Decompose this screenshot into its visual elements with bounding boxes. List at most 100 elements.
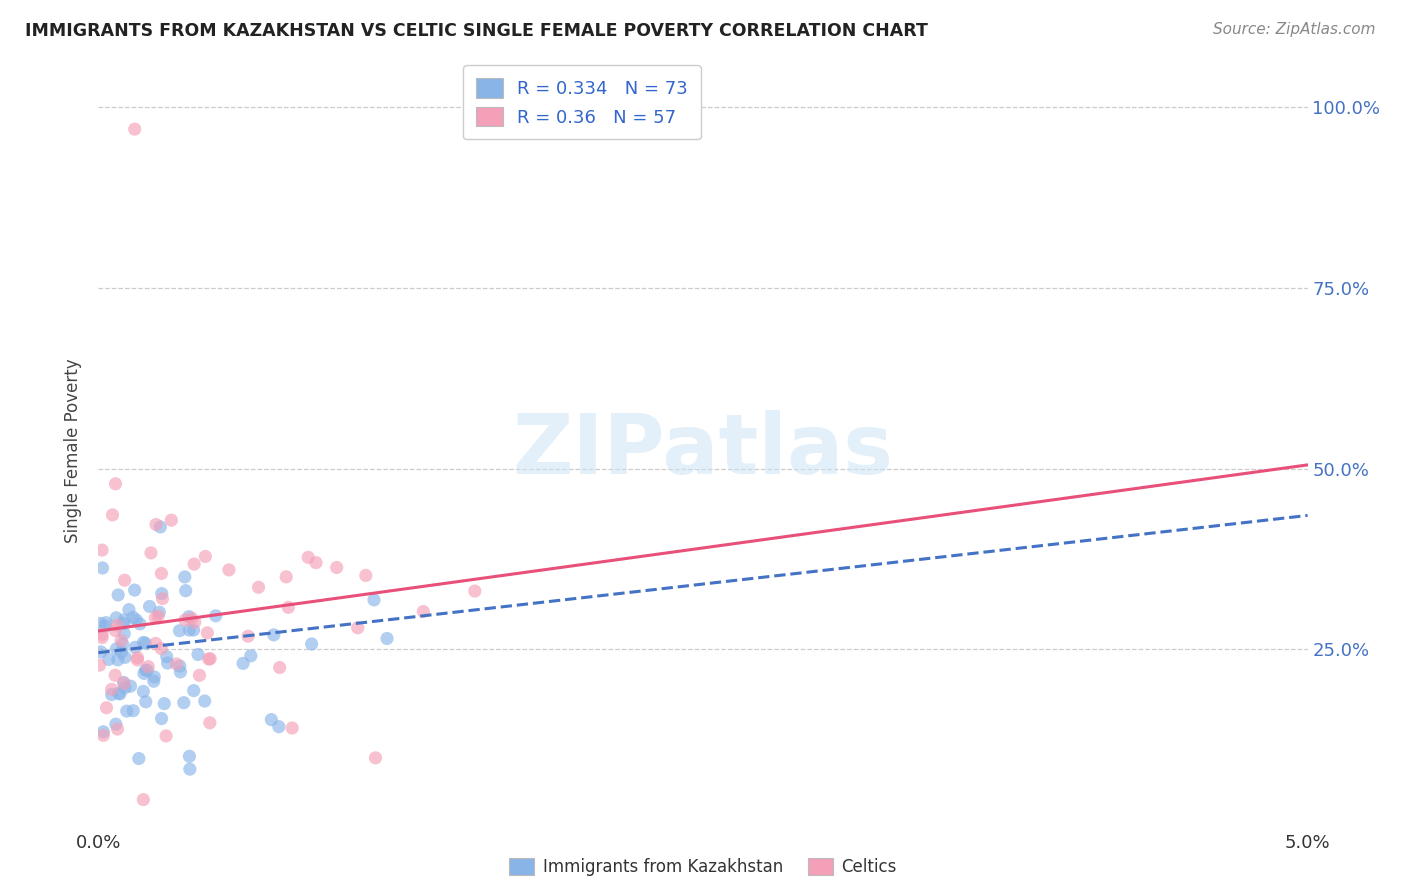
- Point: [197, 652, 219, 666]
- Point: [114, 650, 136, 665]
- Point: [297, 550, 319, 565]
- Point: [96, 700, 118, 714]
- Point: [179, 749, 201, 764]
- Point: [152, 591, 174, 606]
- Point: [204, 608, 226, 623]
- Point: [132, 635, 155, 649]
- Point: [100, 688, 122, 702]
- Point: [91, 631, 114, 645]
- Point: [143, 670, 166, 684]
- Point: [139, 546, 162, 560]
- Point: [375, 632, 398, 646]
- Point: [236, 629, 259, 643]
- Point: [124, 122, 146, 136]
- Point: [122, 610, 145, 624]
- Point: [179, 623, 201, 637]
- Point: [89, 658, 111, 673]
- Point: [188, 668, 211, 682]
- Point: [107, 653, 129, 667]
- Point: [184, 615, 207, 630]
- Point: [107, 722, 129, 736]
- Point: [180, 611, 202, 625]
- Point: [179, 762, 201, 776]
- Point: [195, 625, 218, 640]
- Point: [464, 584, 486, 599]
- Point: [105, 618, 128, 632]
- Point: [169, 659, 191, 673]
- Point: [281, 721, 304, 735]
- Point: [194, 549, 217, 564]
- Point: [135, 663, 157, 677]
- Point: [177, 609, 200, 624]
- Point: [112, 616, 135, 631]
- Point: [91, 561, 114, 575]
- Point: [105, 611, 128, 625]
- Point: [269, 660, 291, 674]
- Point: [108, 687, 131, 701]
- Point: [112, 676, 135, 690]
- Point: [247, 580, 270, 594]
- Point: [128, 751, 150, 765]
- Point: [263, 628, 285, 642]
- Point: [132, 684, 155, 698]
- Point: [125, 613, 148, 627]
- Point: [105, 641, 128, 656]
- Point: [136, 664, 159, 678]
- Point: [305, 556, 328, 570]
- Point: [150, 566, 173, 581]
- Point: [364, 751, 387, 765]
- Point: [129, 616, 152, 631]
- Point: [173, 696, 195, 710]
- Point: [183, 683, 205, 698]
- Point: [198, 715, 221, 730]
- Text: IMMIGRANTS FROM KAZAKHSTAN VS CELTIC SINGLE FEMALE POVERTY CORRELATION CHART: IMMIGRANTS FROM KAZAKHSTAN VS CELTIC SIN…: [25, 22, 928, 40]
- Point: [354, 568, 377, 582]
- Point: [166, 657, 188, 671]
- Point: [198, 651, 221, 665]
- Point: [135, 695, 157, 709]
- Point: [124, 583, 146, 598]
- Point: [194, 694, 217, 708]
- Point: [112, 626, 135, 640]
- Point: [346, 621, 368, 635]
- Point: [100, 682, 122, 697]
- Point: [101, 508, 124, 522]
- Point: [173, 570, 195, 584]
- Point: [267, 720, 290, 734]
- Point: [90, 645, 112, 659]
- Point: [232, 657, 254, 671]
- Point: [132, 666, 155, 681]
- Point: [93, 728, 115, 742]
- Point: [114, 573, 136, 587]
- Text: ZIPatlas: ZIPatlas: [513, 410, 893, 491]
- Point: [156, 649, 179, 664]
- Point: [94, 615, 117, 630]
- Point: [104, 624, 127, 638]
- Point: [104, 476, 127, 491]
- Point: [160, 513, 183, 527]
- Point: [150, 712, 173, 726]
- Point: [111, 637, 134, 651]
- Point: [183, 557, 205, 571]
- Point: [143, 611, 166, 625]
- Point: [120, 679, 142, 693]
- Point: [146, 609, 169, 624]
- Point: [132, 792, 155, 806]
- Point: [142, 674, 165, 689]
- Point: [91, 627, 114, 641]
- Point: [124, 640, 146, 655]
- Point: [111, 645, 134, 659]
- Point: [187, 648, 209, 662]
- Text: Source: ZipAtlas.com: Source: ZipAtlas.com: [1212, 22, 1375, 37]
- Point: [104, 717, 127, 731]
- Point: [127, 653, 149, 667]
- Point: [174, 613, 197, 627]
- Point: [148, 605, 170, 619]
- Point: [169, 624, 191, 638]
- Legend: Immigrants from Kazakhstan, Celtics: Immigrants from Kazakhstan, Celtics: [503, 851, 903, 883]
- Point: [174, 583, 197, 598]
- Point: [277, 600, 299, 615]
- Point: [412, 605, 434, 619]
- Point: [136, 659, 159, 673]
- Point: [94, 619, 117, 633]
